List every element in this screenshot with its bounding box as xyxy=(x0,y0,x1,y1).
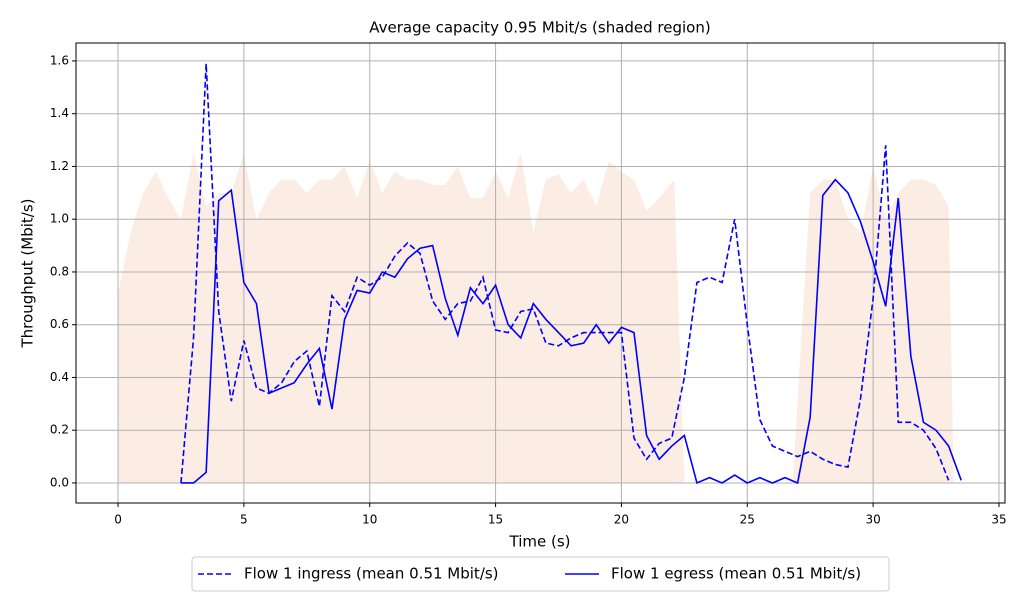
legend-label: Flow 1 egress (mean 0.51 Mbit/s) xyxy=(611,565,861,583)
y-axis-label: Throughput (Mbit/s) xyxy=(19,199,37,349)
y-tick-label: 1.2 xyxy=(50,159,69,173)
x-tick-label: 0 xyxy=(114,513,122,527)
y-tick-label: 0.4 xyxy=(50,370,69,384)
capacity-area xyxy=(118,153,954,483)
x-tick-label: 35 xyxy=(991,513,1006,527)
x-tick-label: 30 xyxy=(865,513,880,527)
y-tick-label: 0.2 xyxy=(50,423,69,437)
legend-label: Flow 1 ingress (mean 0.51 Mbit/s) xyxy=(244,565,499,583)
chart-title: Average capacity 0.95 Mbit/s (shaded reg… xyxy=(369,19,710,37)
x-tick-label: 20 xyxy=(614,513,629,527)
y-tick-label: 1.4 xyxy=(50,106,69,120)
y-tick-label: 0.6 xyxy=(50,317,69,331)
y-tick-label: 0.0 xyxy=(50,475,69,489)
plot-frame xyxy=(75,42,1006,504)
x-tick-label: 25 xyxy=(740,513,755,527)
legend-box xyxy=(191,556,890,592)
x-axis-label: Time (s) xyxy=(509,533,571,551)
x-tick-label: 5 xyxy=(240,513,248,527)
x-tick-label: 10 xyxy=(362,513,377,527)
y-tick-label: 1.0 xyxy=(50,212,69,226)
x-tick-label: 15 xyxy=(488,513,503,527)
y-tick-label: 1.6 xyxy=(50,53,69,67)
y-tick-label: 0.8 xyxy=(50,264,69,278)
series-line xyxy=(180,63,950,484)
series-line xyxy=(180,178,962,485)
